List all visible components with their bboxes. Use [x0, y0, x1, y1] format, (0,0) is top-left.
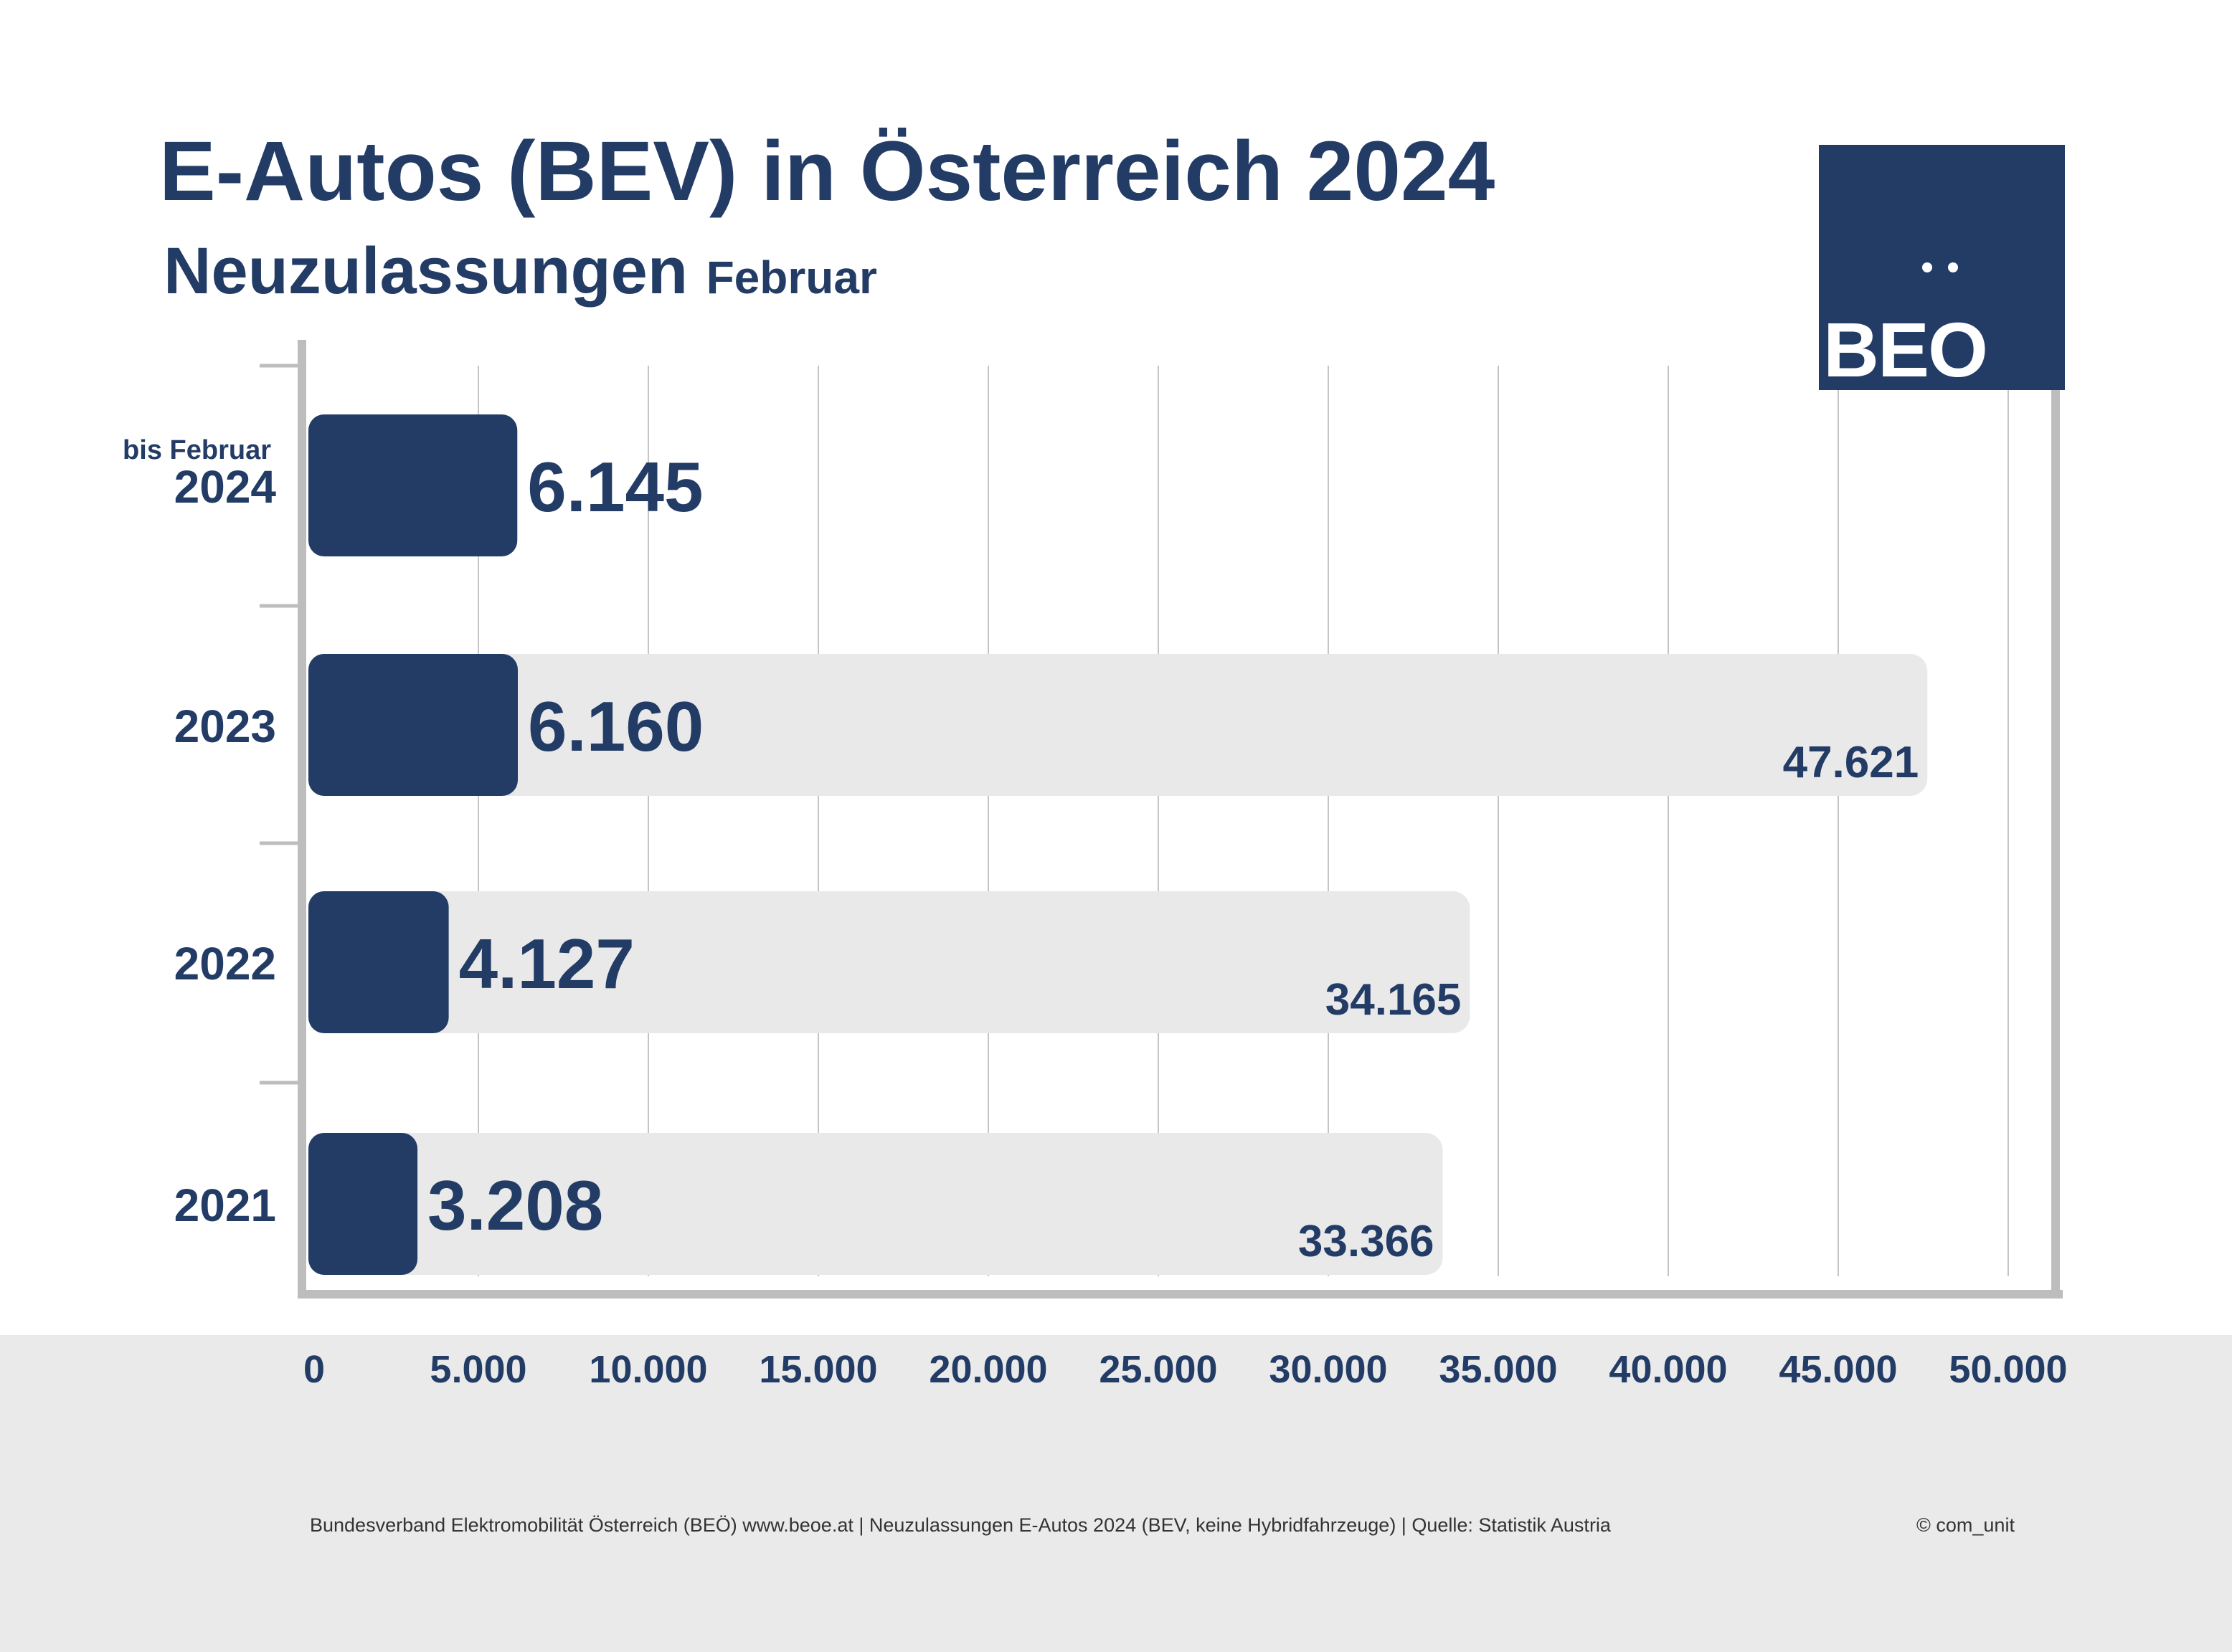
footer-band	[0, 1335, 2232, 1652]
value-bars	[308, 414, 518, 1275]
logo-text: BEO	[1823, 306, 1988, 393]
gridlines	[478, 366, 2009, 1276]
total-bars	[308, 654, 1928, 1275]
subtitle-main: Neuzulassungen	[164, 234, 689, 308]
x-tick-label-45000: 45.000	[1779, 1348, 1897, 1391]
category-label-2022: 2022	[174, 938, 276, 989]
logo-dot-right	[1948, 262, 1958, 272]
chart-title: E-Autos (BEV) in Österreich 2024	[159, 124, 1495, 219]
total-label-2022: 34.165	[1325, 975, 1462, 1025]
logo-dot-left	[1922, 262, 1932, 272]
x-tick-label-35000: 35.000	[1439, 1348, 1557, 1391]
value-bar-2023	[308, 654, 518, 796]
value-label-2024: 6.145	[527, 447, 703, 526]
beo-logo: BEO	[1819, 145, 2065, 390]
x-tick-label-5000: 5.000	[430, 1348, 526, 1391]
x-tick-label-15000: 15.000	[759, 1348, 877, 1391]
category-note-2024: bis Februar	[123, 435, 271, 465]
value-label-2023: 6.160	[528, 687, 704, 766]
total-bar-2022	[308, 891, 1470, 1033]
x-tick-label-10000: 10.000	[589, 1348, 707, 1391]
value-bar-2024	[308, 414, 518, 556]
copyright-note: © com_unit	[1916, 1514, 2015, 1536]
chart-subtitle: Neuzulassungen Februar	[164, 238, 877, 304]
total-bar-2023	[308, 654, 1928, 796]
source-note: Bundesverband Elektromobilität Österreic…	[310, 1514, 1611, 1536]
x-tick-label-20000: 20.000	[929, 1348, 1047, 1391]
x-tick-label-40000: 40.000	[1609, 1348, 1727, 1391]
category-label-2021: 2021	[174, 1179, 276, 1231]
x-tick-label-30000: 30.000	[1269, 1348, 1387, 1391]
value-label-2021: 3.208	[427, 1166, 603, 1245]
total-label-2021: 33.366	[1298, 1217, 1434, 1266]
x-tick-label-25000: 25.000	[1099, 1348, 1217, 1391]
value-bar-2022	[308, 891, 449, 1033]
chart-frame	[260, 340, 2063, 1299]
category-label-2023: 2023	[174, 701, 276, 752]
x-tick-label-50000: 50.000	[1949, 1348, 2067, 1391]
category-label-2024: 2024	[174, 461, 277, 513]
total-label-2023: 47.621	[1783, 738, 1919, 787]
value-label-2022: 4.127	[459, 924, 635, 1003]
subtitle-month: Februar	[706, 252, 877, 303]
total-bar-2021	[308, 1133, 1443, 1275]
value-bar-2021	[308, 1133, 418, 1275]
x-tick-label-0: 0	[303, 1348, 325, 1391]
